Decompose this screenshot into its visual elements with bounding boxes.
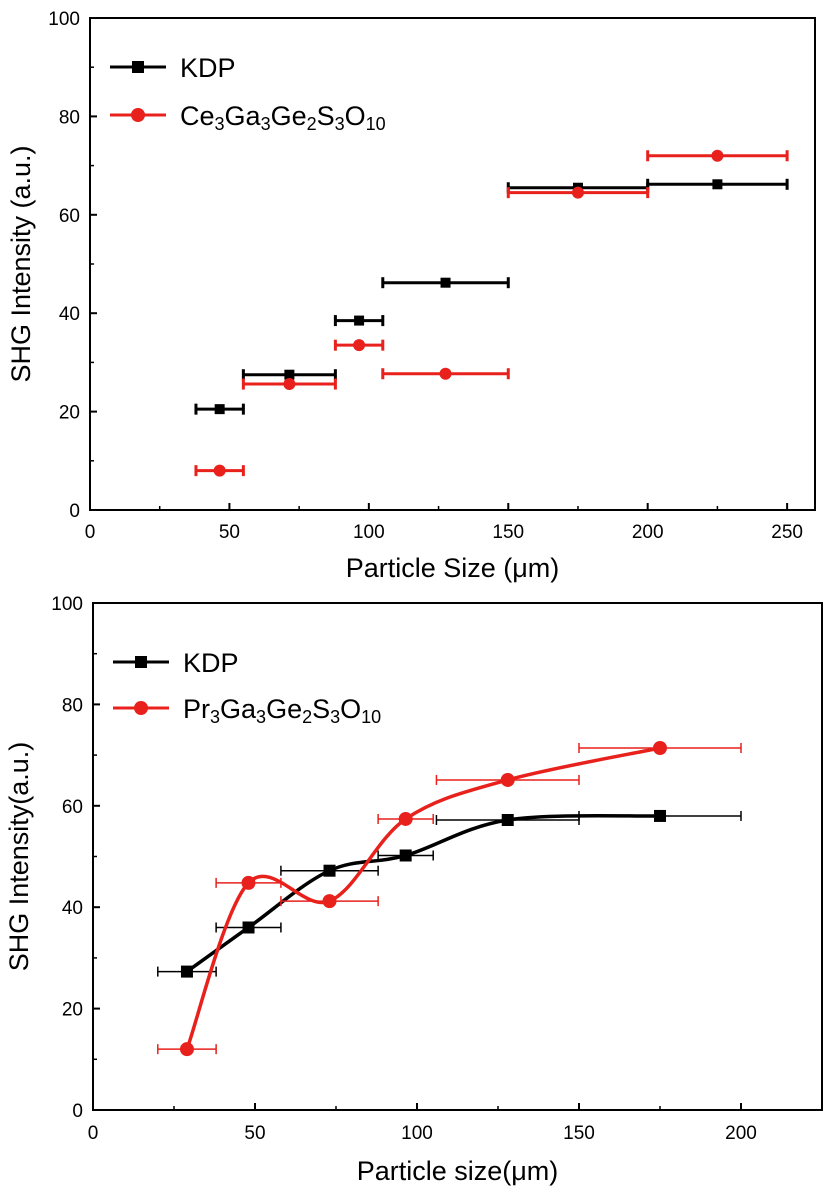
- data-point: [283, 378, 296, 391]
- legend-item: Ce3Ga3Ge2S3O10: [110, 101, 386, 134]
- y-tick-label: 20: [59, 403, 80, 424]
- y-tick-label: 40: [62, 898, 83, 919]
- y-tick-label: 40: [59, 304, 80, 325]
- series-kdp: [157, 809, 742, 978]
- data-point: [179, 1042, 194, 1057]
- y-tick-label: 100: [51, 594, 83, 615]
- legend-label: KDP: [180, 53, 236, 83]
- data-point: [653, 741, 667, 756]
- legend-item: KDP: [110, 53, 236, 83]
- data-point: [241, 875, 256, 890]
- y-tick-label: 80: [62, 695, 83, 716]
- y-tick-label: 20: [62, 1000, 83, 1021]
- x-tick-label: 0: [88, 1123, 99, 1144]
- x-tick-label: 150: [563, 1123, 595, 1144]
- x-tick-label: 250: [771, 522, 803, 543]
- y-tick-label: 60: [62, 797, 83, 818]
- data-point: [399, 849, 412, 862]
- top-chart: 0 50 100 150 200 250 0 20 40 60 80 100 Particle Size…: [6, 9, 816, 583]
- x-tick-label: 200: [725, 1123, 757, 1144]
- data-point: [180, 965, 193, 978]
- plot-frame: [92, 602, 823, 1111]
- data-point: [712, 179, 723, 190]
- x-axis-title: Particle size(μm): [357, 1156, 559, 1186]
- y-tick-label: 0: [69, 501, 80, 522]
- legend-marker: [132, 61, 144, 73]
- x-tick-label: 200: [632, 522, 664, 543]
- data-point: [353, 339, 366, 352]
- x-tick-label: 50: [219, 522, 240, 543]
- data-point: [242, 921, 255, 934]
- x-tick-label: 100: [353, 522, 385, 543]
- y-tick-label: 100: [48, 9, 80, 30]
- data-point: [284, 369, 295, 380]
- y-tick-label: 80: [59, 107, 80, 128]
- legend-marker: [135, 656, 147, 668]
- data-point: [501, 813, 514, 826]
- data-point: [654, 809, 666, 822]
- series-kdp: [194, 178, 789, 415]
- data-point: [571, 186, 584, 199]
- y-axis-title: SHG Intensity (a.u.): [6, 145, 36, 382]
- x-tick-label: 50: [244, 1123, 265, 1144]
- y-tick-label: 0: [72, 1101, 83, 1122]
- legend-label: KDP: [183, 648, 239, 678]
- data-point: [323, 864, 336, 877]
- legend-label: Ce3Ga3Ge2S3O10: [180, 101, 386, 134]
- legend-label: Pr3Ga3Ge2S3O10: [183, 694, 381, 727]
- data-point: [213, 464, 226, 477]
- data-point: [214, 404, 225, 415]
- x-tick-label: 0: [85, 522, 96, 543]
- series-sample: [157, 741, 742, 1057]
- x-tick-label: 150: [492, 522, 524, 543]
- plot-frame: [89, 17, 816, 511]
- data-point: [354, 315, 365, 326]
- x-tick-label: 100: [401, 1123, 433, 1144]
- x-axis-title: Particle Size (μm): [346, 553, 560, 583]
- series-line: [185, 746, 661, 1050]
- data-point: [322, 894, 337, 909]
- data-point: [398, 811, 413, 826]
- y-axis-title: SHG Intensity(a.u.): [4, 742, 34, 972]
- bottom-chart: 0 50 100 150 200 0 20 40 60 80 100 Particle size(μm…: [4, 594, 823, 1186]
- legend-marker: [134, 701, 148, 715]
- data-point: [439, 367, 452, 380]
- data-point: [711, 149, 724, 162]
- data-point: [500, 772, 515, 787]
- series-sample: [194, 149, 789, 477]
- series-line: [185, 813, 661, 974]
- data-point: [440, 277, 451, 288]
- legend-item: KDP: [113, 648, 239, 678]
- legend-marker: [131, 108, 145, 122]
- legend-item: Pr3Ga3Ge2S3O10: [113, 694, 381, 727]
- y-tick-label: 60: [59, 206, 80, 227]
